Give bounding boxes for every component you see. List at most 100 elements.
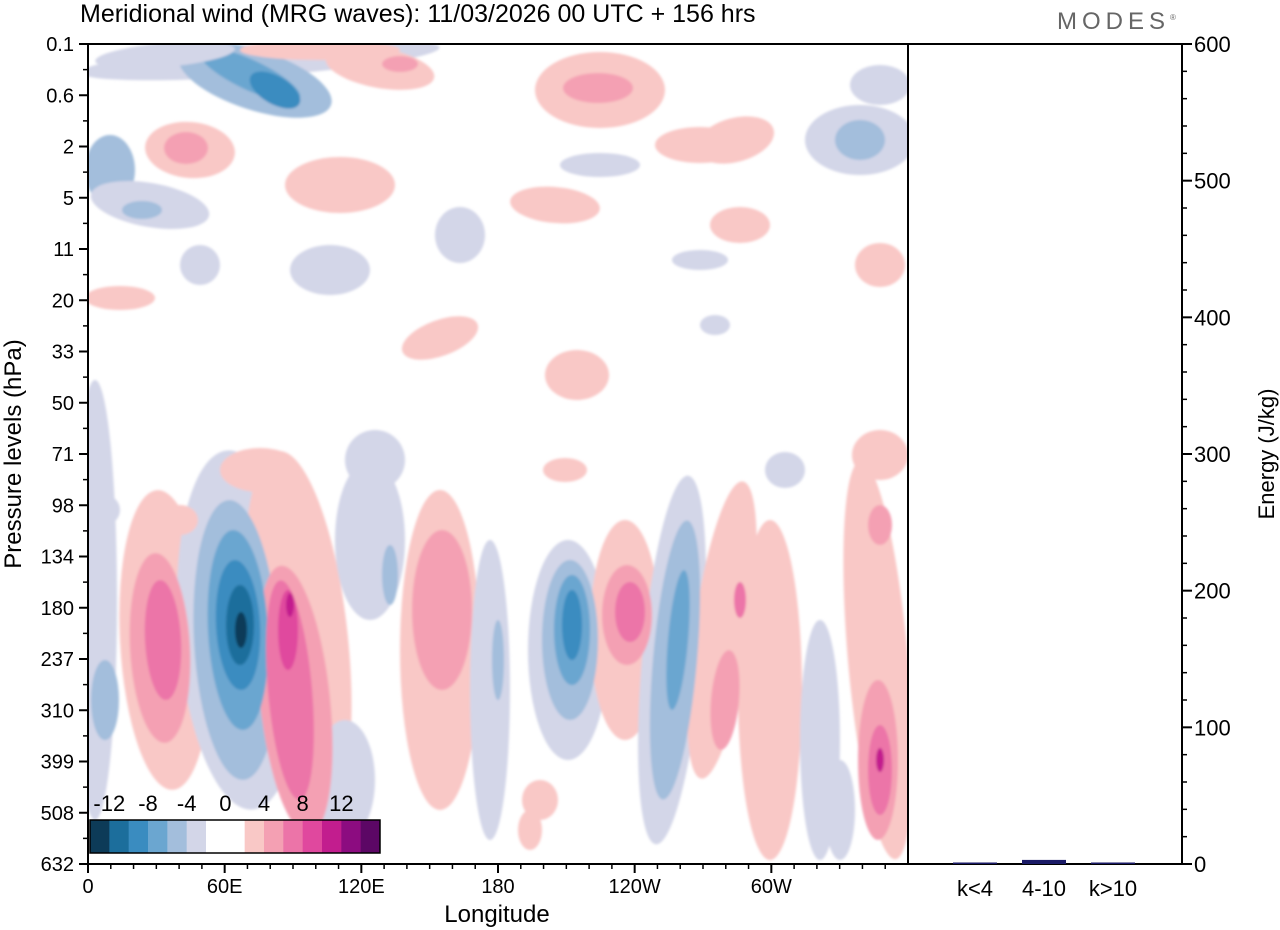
- colorbar-swatch: [360, 820, 381, 853]
- x-tick-label: 180: [481, 876, 514, 898]
- contour-blob: [162, 505, 198, 535]
- energy-tick-label: 600: [1194, 32, 1231, 57]
- y-tick-label: 632: [41, 854, 74, 876]
- contour-blob: [825, 760, 855, 860]
- contour-blob: [543, 458, 587, 482]
- energy-category-label: k>10: [1089, 876, 1137, 901]
- y-tick-label: 2: [63, 137, 74, 159]
- contour-blob: [835, 120, 885, 160]
- contour-blob: [88, 380, 117, 820]
- contour-blob: [876, 748, 884, 772]
- brand-text: MODES: [1057, 8, 1171, 35]
- contour-blob: [560, 153, 640, 177]
- contour-fills: [88, 44, 908, 860]
- contour-blob: [90, 495, 120, 525]
- contour-blob: [700, 315, 730, 335]
- contour-blob: [266, 580, 314, 800]
- x-axis-label: Longitude: [444, 901, 549, 928]
- energy-bar: [1091, 862, 1135, 864]
- energy-axis-label: Energy (J/kg): [1254, 389, 1279, 520]
- colorbar-swatch: [109, 820, 130, 853]
- y-tick-label: 508: [41, 803, 74, 825]
- y-axis-label: Pressure levels (hPa): [0, 339, 27, 568]
- colorbar-label: -4: [177, 791, 197, 816]
- contour-blob: [401, 316, 479, 360]
- contour-blob: [164, 132, 208, 164]
- energy-tick-label: 200: [1194, 579, 1231, 604]
- contour-blob: [492, 620, 504, 700]
- colorbar-label: -12: [93, 791, 125, 816]
- energy-tick-label: 500: [1194, 169, 1231, 194]
- contour-blob: [240, 44, 400, 60]
- contour-blob: [687, 481, 757, 779]
- contour-blob: [382, 545, 398, 605]
- colorbar-swatch: [341, 820, 362, 853]
- energy-tick-label: 300: [1194, 442, 1231, 467]
- contour-blob: [850, 65, 908, 105]
- contour-blob: [695, 116, 775, 164]
- contour-blob: [710, 650, 740, 750]
- colorbar-label: 8: [297, 791, 309, 816]
- contour-blob: [88, 286, 155, 310]
- energy-category-label: 4-10: [1022, 876, 1066, 901]
- contour-blob: [435, 207, 485, 263]
- colorbar-swatch: [322, 820, 342, 853]
- colorbar-frame: [89, 819, 381, 854]
- contour-blob: [249, 71, 301, 109]
- colorbar: -12 -8 -4 0 4 8 12: [89, 791, 381, 854]
- contour-blob: [412, 530, 472, 690]
- main-axes: 0.1 0.6 2 5 11 20 33 50 71 98 134 180 237 310 399 508 63…: [0, 34, 909, 928]
- colorbar-swatch: [148, 820, 168, 853]
- colorbar-label: 0: [219, 791, 231, 816]
- x-tick-label: 0: [82, 876, 93, 898]
- contour-blob: [180, 245, 220, 285]
- wind-field: [88, 44, 908, 860]
- y-tick-label: 33: [52, 342, 74, 364]
- contour-blob: [710, 207, 770, 243]
- colorbar-label: 12: [329, 791, 353, 816]
- y-tick-label: 134: [41, 547, 74, 569]
- brand-registered-mark: ®: [1170, 13, 1176, 22]
- contour-blob: [852, 430, 908, 480]
- energy-tick-label: 0: [1194, 852, 1206, 877]
- contour-blob: [868, 505, 892, 545]
- colorbar-swatch: [186, 820, 207, 853]
- contour-blob: [122, 201, 162, 219]
- colorbar-swatch: [128, 820, 149, 853]
- contour-blob: [290, 245, 370, 295]
- colorbar-swatch: [264, 820, 284, 853]
- x-tick-label: 60W: [751, 876, 792, 898]
- energy-panel: 0 100 200 300 400 500 600 Energy (J/kg) k<4 4-10 k…: [907, 32, 1279, 901]
- contour-blob: [382, 56, 418, 72]
- contour-blob: [545, 350, 609, 400]
- energy-tick-label: 100: [1194, 715, 1231, 740]
- contour-blob: [470, 540, 510, 840]
- contour-blob: [562, 590, 582, 660]
- contour-blob: [235, 612, 247, 648]
- y-tick-label: 399: [41, 752, 74, 774]
- contour-blob: [734, 582, 746, 618]
- contour-blob: [738, 520, 802, 860]
- contour-blob: [91, 660, 119, 740]
- y-tick-label: 50: [52, 393, 74, 415]
- y-tick-label: 98: [52, 495, 74, 517]
- y-tick-label: 11: [53, 239, 74, 261]
- x-tick-label: 120W: [609, 876, 661, 898]
- energy-bar: [1022, 859, 1066, 864]
- y-tick-label: 310: [41, 700, 74, 722]
- contour-blob: [285, 157, 395, 213]
- colorbar-swatch: [167, 820, 188, 853]
- colorbar-swatch: [283, 820, 304, 853]
- contour-blob: [666, 570, 690, 710]
- colorbar-swatch: [90, 820, 110, 853]
- contour-blob: [144, 580, 182, 700]
- contour-blob: [286, 593, 294, 617]
- contour-blob: [563, 73, 633, 103]
- contour-blob: [510, 186, 600, 224]
- y-tick-label: 5: [63, 188, 74, 210]
- contour-blob: [95, 44, 235, 69]
- contour-blob: [615, 582, 645, 642]
- contour-blob: [518, 810, 542, 850]
- energy-category-label: k<4: [957, 876, 993, 901]
- contour-blob: [765, 452, 805, 488]
